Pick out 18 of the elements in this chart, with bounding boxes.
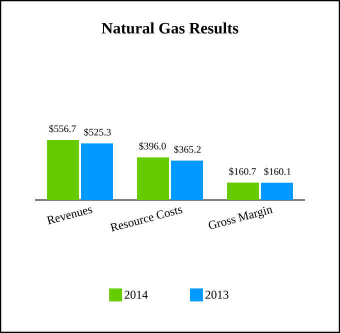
data-label: $525.3 [84, 128, 111, 136]
data-label: $160.1 [264, 168, 291, 176]
legend-label: 2014 [124, 290, 148, 299]
bar [137, 157, 170, 200]
data-label: $365.2 [174, 145, 201, 154]
x-tick-label: Resource Costs [110, 208, 182, 232]
bar [47, 140, 80, 200]
data-label: $160.7 [229, 168, 256, 176]
legend-label: 2013 [206, 290, 228, 299]
bar [80, 143, 113, 200]
x-tick-label: Revenues [46, 207, 92, 224]
chart-title: Natural Gas Results [102, 22, 238, 34]
bar [227, 182, 260, 200]
bar [260, 182, 293, 200]
data-label: $396.0 [139, 142, 166, 150]
x-tick-label: Gross Margin [208, 206, 273, 229]
data-label: $556.7 [49, 124, 76, 133]
bar [170, 160, 203, 200]
